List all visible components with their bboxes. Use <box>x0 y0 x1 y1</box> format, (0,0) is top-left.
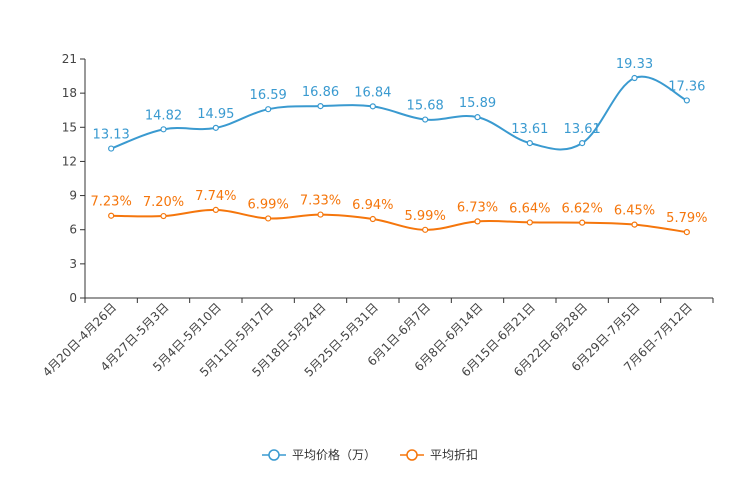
data-label: 6.62% <box>562 202 603 217</box>
data-point <box>683 229 690 236</box>
y-tick-label: 21 <box>62 52 77 66</box>
y-tick-label: 15 <box>62 120 77 134</box>
data-label: 6.94% <box>352 198 393 213</box>
legend-item: 平均价格（万） <box>262 447 376 462</box>
data-point <box>631 221 638 228</box>
data-label: 14.95 <box>197 107 234 122</box>
legend-item: 平均折扣 <box>400 447 478 462</box>
data-label: 19.33 <box>616 57 653 72</box>
data-label: 16.86 <box>302 85 339 100</box>
data-point <box>683 97 690 104</box>
data-label: 17.36 <box>668 79 705 94</box>
legend: 平均价格（万） 平均折扣 <box>262 447 478 462</box>
y-tick-label: 12 <box>62 154 77 168</box>
legend-marker <box>406 449 418 461</box>
data-point <box>369 103 376 110</box>
y-tick-label: 18 <box>62 86 77 100</box>
data-point <box>265 215 272 222</box>
y-tick-label: 9 <box>69 189 77 203</box>
data-point <box>474 114 481 121</box>
data-point <box>422 226 429 233</box>
series-line-1 <box>111 208 687 234</box>
data-point <box>160 126 167 133</box>
data-point <box>265 106 272 113</box>
data-label: 15.89 <box>459 96 496 111</box>
data-point <box>317 211 324 218</box>
data-label: 6.73% <box>457 200 498 215</box>
series-points <box>108 74 690 236</box>
data-label: 5.79% <box>666 211 707 226</box>
data-point <box>474 218 481 225</box>
data-label: 6.99% <box>248 197 289 212</box>
data-point <box>579 219 586 226</box>
data-label: 7.74% <box>195 189 236 204</box>
data-label: 15.68 <box>407 99 444 114</box>
data-point <box>317 103 324 110</box>
data-label: 13.61 <box>564 122 601 137</box>
data-point <box>108 212 115 219</box>
data-label: 7.20% <box>143 195 184 210</box>
data-labels: 13.13 14.82 14.95 16.59 16.86 16.84 15.68 15.89… <box>91 57 708 226</box>
data-point <box>422 116 429 123</box>
data-label: 7.23% <box>91 195 132 210</box>
data-point <box>212 206 219 214</box>
data-label: 16.84 <box>354 85 391 100</box>
legend-label: 平均折扣 <box>430 447 478 462</box>
y-tick-label: 3 <box>69 257 77 271</box>
data-label: 5.99% <box>405 209 446 224</box>
y-tick-label: 0 <box>69 291 77 305</box>
data-label: 13.61 <box>511 122 548 137</box>
legend-marker <box>268 449 280 461</box>
data-label: 7.33% <box>300 194 341 209</box>
data-point <box>160 212 167 220</box>
data-label: 13.13 <box>93 128 130 143</box>
data-point <box>631 74 638 82</box>
data-label: 6.64% <box>509 201 550 216</box>
data-label: 6.45% <box>614 204 655 219</box>
legend-label: 平均价格（万） <box>292 447 376 462</box>
data-point <box>526 140 533 147</box>
y-tick-label: 6 <box>69 223 77 237</box>
data-point <box>212 124 219 131</box>
data-label: 16.59 <box>250 88 287 103</box>
data-point <box>526 219 533 226</box>
data-point <box>108 145 115 152</box>
data-label: 14.82 <box>145 108 182 123</box>
data-point <box>369 215 376 223</box>
data-point <box>579 140 586 147</box>
